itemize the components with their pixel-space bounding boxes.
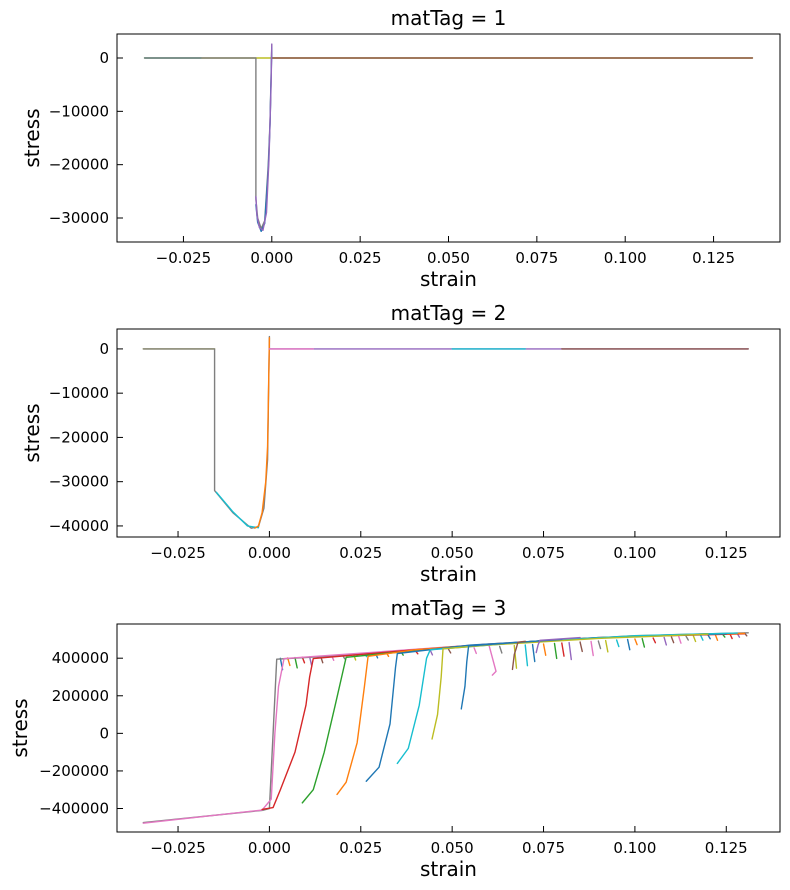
- axes-frame: [116, 328, 781, 538]
- y-tick-label: 0: [99, 340, 109, 358]
- plot-area: [142, 632, 749, 824]
- series-line: [396, 632, 738, 765]
- series-line: [142, 643, 497, 824]
- drop-spike: [579, 641, 583, 653]
- series-line: [254, 337, 271, 529]
- drop-spike: [641, 637, 646, 648]
- x-tick-label: −0.025: [150, 544, 206, 562]
- y-tick-label: −200000: [39, 762, 109, 780]
- x-tick-label: 0.000: [248, 544, 291, 562]
- series-line: [511, 640, 526, 671]
- x-tick-label: 0.000: [248, 839, 291, 857]
- series-line: [535, 636, 581, 654]
- drop-spike: [531, 643, 536, 663]
- chart-title: matTag = 1: [391, 6, 507, 30]
- series-line: [431, 633, 709, 740]
- chart-title: matTag = 3: [391, 596, 507, 620]
- drop-spike: [568, 641, 572, 661]
- y-tick-label: −30000: [49, 473, 109, 491]
- drop-spike: [604, 639, 609, 653]
- x-axis-label: strain: [420, 267, 477, 291]
- x-axis-label: strain: [420, 857, 477, 881]
- drop-spike: [473, 647, 477, 655]
- drop-spike: [524, 644, 529, 667]
- x-tick-label: 0.100: [604, 249, 647, 267]
- y-tick-label: −10000: [49, 384, 109, 402]
- x-tick-label: 0.125: [705, 839, 748, 857]
- y-tick-label: −20000: [49, 428, 109, 446]
- x-tick-label: 0.125: [705, 544, 748, 562]
- x-tick-label: 0.100: [613, 839, 656, 857]
- drop-spike: [553, 642, 558, 660]
- y-tick-label: −10000: [49, 102, 109, 120]
- drop-spike: [498, 645, 503, 654]
- x-tick-label: 0.050: [431, 544, 474, 562]
- x-tick-label: 0.000: [250, 249, 293, 267]
- x-tick-label: 0.050: [431, 839, 474, 857]
- x-tick-label: −0.025: [156, 249, 212, 267]
- x-tick-label: 0.075: [522, 544, 565, 562]
- drop-spike: [447, 648, 452, 654]
- x-tick-label: 0.075: [522, 839, 565, 857]
- drop-spike: [663, 636, 668, 646]
- series-line: [255, 43, 273, 231]
- drop-spike: [685, 635, 689, 641]
- y-tick-label: −40000: [49, 517, 109, 535]
- drop-spike: [626, 638, 631, 651]
- drop-spike: [699, 634, 704, 641]
- x-tick-label: 0.025: [339, 249, 382, 267]
- y-axis-label: stress: [20, 108, 44, 167]
- y-tick-label: −20000: [49, 156, 109, 174]
- x-axis-label: strain: [420, 562, 477, 586]
- x-tick-label: 0.125: [692, 249, 735, 267]
- drop-spike: [286, 657, 291, 667]
- y-axis-label: stress: [20, 403, 44, 462]
- series-line: [215, 491, 260, 529]
- y-axis-label: stress: [8, 698, 32, 757]
- drop-spike: [294, 656, 298, 669]
- drop-spike: [542, 643, 547, 656]
- y-tick-label: 0: [99, 49, 109, 67]
- chart-panel-1: −0.025 0.000 0.025 0.050 0.075 0.100 0.125 0 −10…: [20, 6, 781, 291]
- drop-spike: [513, 644, 518, 669]
- y-tick-label: −30000: [49, 209, 109, 227]
- x-tick-label: −0.025: [150, 839, 206, 857]
- drop-spike: [678, 635, 682, 644]
- chart-panel-2: −0.025 0.000 0.025 0.050 0.075 0.100 0.125 0 −10…: [20, 301, 781, 586]
- x-tick-label: 0.025: [339, 839, 382, 857]
- plot-area: [142, 335, 749, 529]
- drop-spike: [597, 640, 602, 650]
- drop-spike: [561, 642, 565, 657]
- chart-panel-3: −0.025 0.000 0.025 0.050 0.075 0.100 0.125 4000…: [8, 596, 781, 881]
- series-line: [460, 638, 563, 710]
- drop-spike: [634, 638, 638, 646]
- y-tick-label: 400000: [52, 649, 109, 667]
- x-tick-label: 0.100: [613, 544, 656, 562]
- axes-frame: [116, 623, 781, 833]
- drop-spike: [670, 636, 675, 644]
- drop-spike: [590, 640, 594, 657]
- drop-spike: [652, 637, 657, 644]
- x-tick-label: 0.025: [339, 544, 382, 562]
- plot-area: [143, 43, 754, 233]
- x-tick-label: 0.075: [515, 249, 558, 267]
- drop-spike: [707, 634, 711, 640]
- y-tick-label: 200000: [52, 687, 109, 705]
- drop-spike: [692, 635, 697, 643]
- y-tick-label: 0: [99, 724, 109, 742]
- drop-spike: [615, 639, 620, 648]
- chart-title: matTag = 2: [391, 301, 507, 325]
- drop-spike: [714, 633, 719, 641]
- x-tick-label: 0.050: [427, 249, 470, 267]
- drop-spike: [429, 649, 434, 656]
- y-tick-label: −400000: [39, 800, 109, 818]
